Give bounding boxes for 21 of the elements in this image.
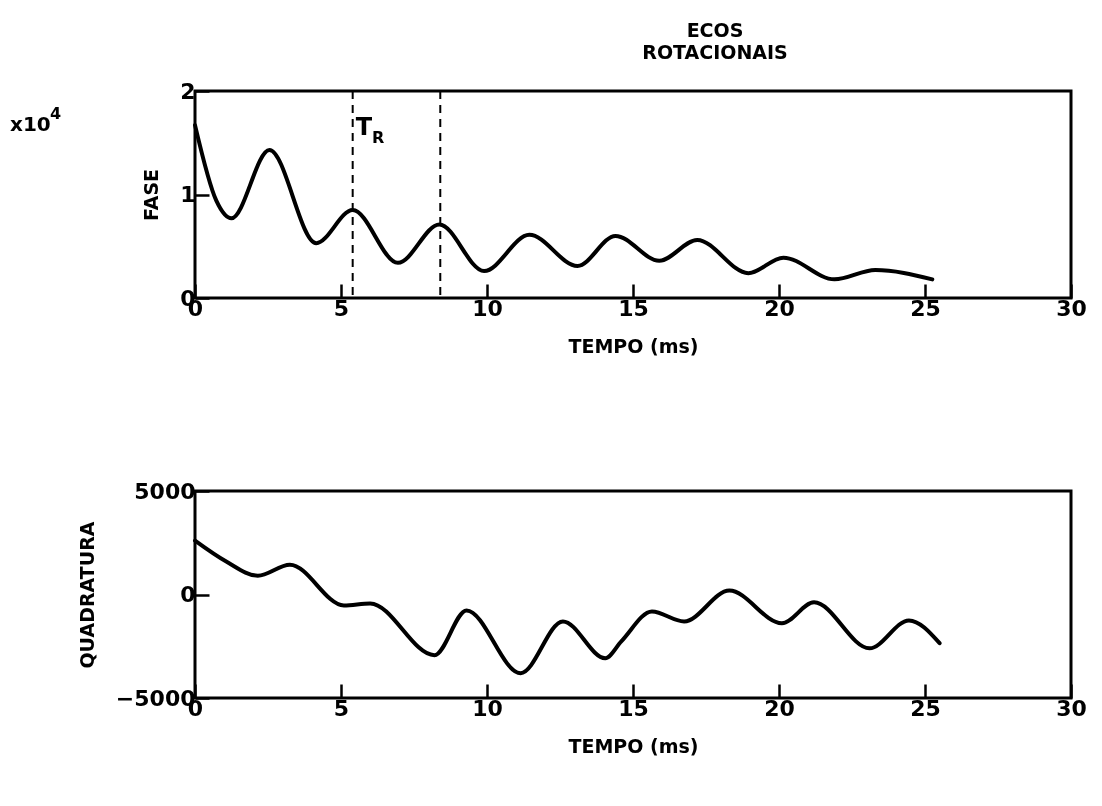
x-tick-label: 25 bbox=[910, 295, 941, 321]
y-axis-title: QUADRATURA bbox=[75, 521, 98, 669]
x-tick-label: 30 bbox=[1056, 695, 1087, 721]
text: ECOS ROTACIONAIS bbox=[642, 19, 788, 63]
x-tick-label: 20 bbox=[764, 295, 795, 321]
x-tick-label: 25 bbox=[910, 695, 941, 721]
y-tick-label: 5000 bbox=[134, 478, 196, 504]
x-axis-title: TEMPO (ms) bbox=[568, 734, 699, 757]
x-tick-label: 20 bbox=[764, 695, 795, 721]
y-tick-label: 0 bbox=[180, 582, 196, 607]
x-tick-label: 5 bbox=[333, 295, 350, 321]
x-tick-label: 15 bbox=[618, 695, 649, 721]
y-axis-title: FASE bbox=[140, 168, 163, 222]
x-axis-title: TEMPO (ms) bbox=[568, 334, 699, 357]
x-tick-label: 30 bbox=[1056, 295, 1087, 321]
x-tick-label: 15 bbox=[618, 295, 649, 321]
x-tick-label: 5 bbox=[333, 695, 350, 721]
y-tick-label: 1 bbox=[180, 182, 196, 207]
y-tick-label: 2 bbox=[180, 78, 196, 104]
x-tick-label: 10 bbox=[472, 295, 503, 321]
x-tick-label: 10 bbox=[472, 695, 503, 721]
